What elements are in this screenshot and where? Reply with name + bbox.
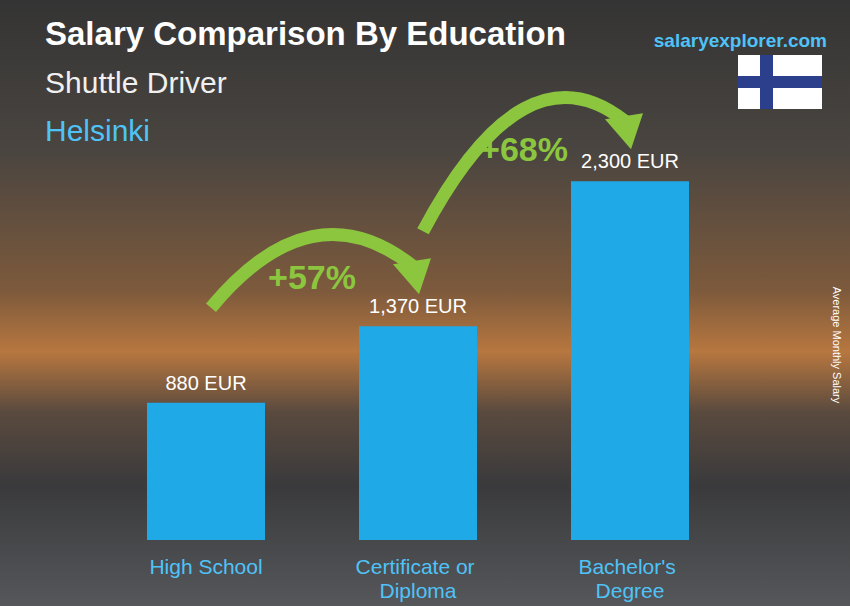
svg-text:2,300 EUR: 2,300 EUR [581, 150, 679, 172]
svg-text:Helsinki: Helsinki [45, 114, 150, 147]
svg-text:Diploma: Diploma [379, 579, 456, 602]
svg-text:High School: High School [149, 555, 262, 578]
svg-text:+57%: +57% [268, 258, 356, 296]
svg-text:Degree: Degree [596, 579, 665, 602]
svg-text:Certificate or: Certificate or [356, 555, 481, 578]
svg-text:Salary Comparison By Education: Salary Comparison By Education [45, 15, 566, 52]
svg-text:+68%: +68% [480, 130, 568, 168]
svg-text:1,370 EUR: 1,370 EUR [369, 295, 467, 317]
svg-text:Bachelor's: Bachelor's [578, 555, 681, 578]
svg-text:Shuttle Driver: Shuttle Driver [45, 66, 227, 99]
svg-text:880 EUR: 880 EUR [165, 372, 246, 394]
svg-text:salaryexplorer.com: salaryexplorer.com [654, 30, 827, 51]
svg-text:Average Monthly Salary: Average Monthly Salary [831, 287, 843, 404]
